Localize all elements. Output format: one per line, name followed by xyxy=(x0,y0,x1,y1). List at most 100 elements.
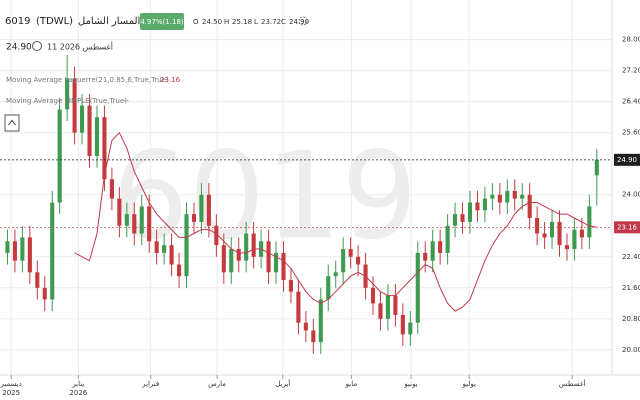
candle-body xyxy=(408,322,413,335)
candle-body xyxy=(229,249,234,273)
candle-body xyxy=(102,117,107,180)
candle-body xyxy=(72,78,77,133)
candle-body xyxy=(438,241,443,253)
x-tick-year: 2026 xyxy=(69,389,87,397)
candle-body xyxy=(273,252,279,273)
watermark: 6019 xyxy=(112,128,417,267)
collapse-button[interactable] xyxy=(4,114,20,132)
settings-icon[interactable] xyxy=(298,16,308,26)
y-tick-label: 20.80 xyxy=(622,315,640,323)
candle-body xyxy=(65,78,70,110)
company-name: المسار الشامل xyxy=(78,16,140,27)
collapse-icon xyxy=(8,119,16,126)
candle-body xyxy=(341,249,346,273)
candle-body xyxy=(497,194,502,203)
candle-body xyxy=(385,295,390,319)
x-tick-label: يناير xyxy=(71,380,84,388)
candle-body xyxy=(176,264,182,277)
candle-body xyxy=(423,252,428,261)
high: 25.18 xyxy=(232,18,252,26)
candle-body xyxy=(184,214,189,277)
price-label: 23.16 xyxy=(617,223,638,231)
candle-body xyxy=(400,314,405,335)
x-tick-label: ديسمبر xyxy=(0,380,22,388)
candle-body xyxy=(564,245,570,250)
candle-body xyxy=(27,237,32,273)
x-tick-label: أغسطس xyxy=(559,379,586,388)
candle-body xyxy=(20,237,25,261)
candle-body xyxy=(311,330,316,343)
candle-body xyxy=(549,221,555,238)
candle-body xyxy=(221,245,226,273)
indicator-value: -- xyxy=(124,97,130,105)
candle-body xyxy=(251,233,256,257)
x-tick-year: 2025 xyxy=(2,389,20,397)
candle-body xyxy=(348,249,353,257)
price-label-box xyxy=(614,221,640,234)
candle-body xyxy=(42,287,47,300)
candle-body xyxy=(266,241,271,273)
symbol: 6019 xyxy=(5,16,30,27)
candle-body xyxy=(244,233,249,261)
candle-body xyxy=(482,198,487,211)
candle-body xyxy=(169,245,174,265)
x-tick-label: يونيو xyxy=(403,380,417,388)
exchange: (TDWL) xyxy=(36,16,73,27)
candle-body xyxy=(535,218,540,234)
candle-body xyxy=(109,179,114,199)
x-tick-label: مارس xyxy=(208,380,226,388)
candle-body xyxy=(378,303,383,319)
y-tick-label: 25.60 xyxy=(622,129,640,137)
candle-body xyxy=(370,287,376,304)
open-label: O xyxy=(193,18,199,26)
candle-body xyxy=(117,198,122,226)
candle-body xyxy=(594,159,599,176)
moving-average-line xyxy=(74,131,597,312)
candle-body xyxy=(132,214,137,234)
y-tick-label: 21.60 xyxy=(622,284,640,292)
candle-body xyxy=(288,280,293,292)
y-tick-label: 28.00 xyxy=(622,36,640,44)
candle-body xyxy=(191,214,197,222)
candle-body xyxy=(236,249,241,261)
x-tick-label: مايو xyxy=(345,380,358,388)
candle-body xyxy=(527,194,532,219)
candle-body xyxy=(542,233,547,238)
candle-body xyxy=(318,299,323,343)
candle-body xyxy=(587,206,592,238)
candle-body xyxy=(94,117,100,156)
candle-body xyxy=(520,194,525,199)
candle-body xyxy=(147,206,152,242)
candle-body xyxy=(199,194,204,222)
candle-body xyxy=(87,105,92,156)
candle-body xyxy=(50,202,55,300)
y-tick-label: 22.40 xyxy=(622,253,640,261)
price-label-box xyxy=(614,153,640,166)
candle-body xyxy=(154,241,159,253)
open: 24.50 xyxy=(202,18,222,26)
low-label: L xyxy=(254,18,258,26)
candle-body xyxy=(139,206,144,234)
change: 4.97%(1.18) xyxy=(140,18,184,26)
candle-body xyxy=(557,221,562,246)
candle-body xyxy=(214,225,219,246)
candle-body xyxy=(303,322,308,331)
close-label: C xyxy=(281,18,286,26)
x-tick-label: أبريل xyxy=(275,379,290,388)
candle-body xyxy=(445,225,450,253)
indicator-value: 23.16 xyxy=(160,76,181,84)
y-tick-label: 24.00 xyxy=(622,191,640,199)
y-tick-label: 20.00 xyxy=(622,346,640,354)
candle-body xyxy=(415,252,420,323)
indicator-name: Moving Average SIMPLE(True,True) xyxy=(6,97,127,105)
candle-body xyxy=(162,245,167,253)
low: 23.72 xyxy=(261,18,281,26)
candle-body xyxy=(57,109,62,203)
candle-body xyxy=(80,105,85,133)
price-label: 24.90 xyxy=(617,156,637,164)
x-tick-label: فبراير xyxy=(141,380,159,388)
candle-body xyxy=(12,241,17,261)
change-badge xyxy=(140,13,184,30)
last-price: 24.90 xyxy=(6,43,32,53)
